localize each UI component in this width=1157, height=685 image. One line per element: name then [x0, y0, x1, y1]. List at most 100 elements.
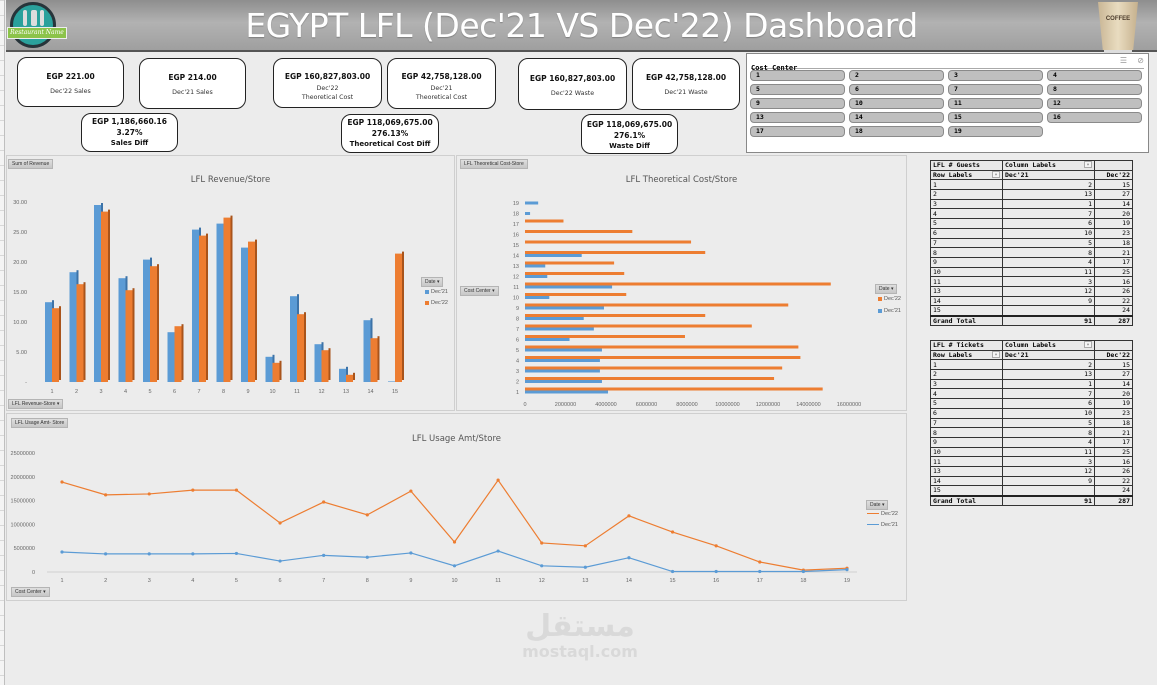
bar-dec21	[94, 205, 101, 382]
slicer-item-18[interactable]: 18	[849, 126, 944, 137]
table-row: 2 13 27	[930, 189, 1133, 200]
bar-dec22	[525, 356, 801, 359]
legend-dec21: Dec'21	[867, 522, 898, 528]
svg-text:13: 13	[343, 389, 349, 395]
lfl-revenue-store-filter-button[interactable]: LFL Revenue-Store ▾	[8, 399, 64, 409]
theoretical-cost-field-button[interactable]: LFL Theoretical Cost-Store	[460, 159, 528, 169]
table-row: 8 8 21	[930, 427, 1133, 438]
kpi-label-line2: Theoretical Cost	[415, 94, 468, 101]
date-legend-button[interactable]: Date ▾	[875, 284, 898, 294]
svg-text:25000000: 25000000	[11, 451, 35, 457]
table-row: 13 12 26	[930, 285, 1133, 297]
bar-dec21	[525, 254, 582, 257]
slicer-item-8[interactable]: 8	[1047, 84, 1142, 95]
slicer-item-19[interactable]: 19	[948, 126, 1043, 137]
kpi-label: Sales Diff	[110, 139, 149, 147]
svg-text:16: 16	[513, 233, 519, 239]
slicer-item-1[interactable]: 1	[750, 70, 845, 81]
filter-dropdown-icon[interactable]: ▾	[1084, 161, 1092, 169]
svg-text:17: 17	[513, 222, 519, 228]
dec21-value: 4	[1002, 256, 1095, 268]
dec22-value: 23	[1094, 407, 1133, 419]
bar-dec22	[525, 272, 625, 275]
slicer-item-9[interactable]: 9	[750, 98, 845, 109]
slicer-item-14[interactable]: 14	[849, 112, 944, 123]
multi-select-icon[interactable]: ☰	[1119, 56, 1128, 65]
table-row: 11 3 16	[930, 456, 1133, 467]
dec21-value: 4	[1002, 436, 1095, 448]
row-label: 4	[930, 388, 1003, 400]
legend-dec21: Dec'21	[878, 308, 901, 314]
slicer-item-6[interactable]: 6	[849, 84, 944, 95]
svg-text:16: 16	[713, 578, 719, 584]
theoretical-cost-chart-panel: LFL Theoretical Cost-Store LFL Theoretic…	[456, 155, 907, 411]
table-row: 7 5 18	[930, 417, 1133, 429]
col-dec21-header: Dec'21	[1002, 349, 1095, 361]
bar-dec22	[174, 326, 182, 382]
kpi-value: EGP 160,827,803.00	[529, 74, 616, 83]
usage-field-button[interactable]: LFL Usage Amt- Store	[11, 418, 69, 428]
column-labels-cell[interactable]: Column Labels ▾	[1002, 340, 1095, 351]
cup-lid	[1104, 50, 1132, 55]
kpi-value: EGP 42,758,128.00	[645, 73, 727, 82]
bar-dec21	[363, 320, 371, 382]
svg-text:13: 13	[513, 264, 519, 270]
clear-filter-icon[interactable]: ⊘	[1137, 56, 1144, 65]
bar-dec21	[525, 380, 602, 383]
pivot-title: LFL # Guests	[930, 160, 1003, 171]
kpi-value: EGP 118,069,675.00	[586, 120, 673, 129]
row-labels-cell[interactable]: Row Labels ▾	[930, 169, 1003, 181]
svg-text:8: 8	[516, 317, 519, 323]
row-labels-cell[interactable]: Row Labels ▾	[930, 349, 1003, 361]
kpi-dec21-sales: EGP 214.00 Dec'21 Sales	[139, 58, 246, 109]
coffee-cup-logo	[1098, 2, 1138, 50]
dec21-value: 3	[1002, 276, 1095, 287]
date-legend-button[interactable]: Date ▾	[866, 500, 889, 510]
knife-icon	[40, 10, 44, 26]
cost-center-axis-button[interactable]: Cost Center ▾	[11, 587, 50, 597]
column-labels-cell[interactable]: Column Labels ▾	[1002, 160, 1095, 171]
dec22-value: 21	[1094, 247, 1133, 258]
slicer-item-17[interactable]: 17	[750, 126, 845, 137]
slicer-item-13[interactable]: 13	[750, 112, 845, 123]
slicer-item-15[interactable]: 15	[948, 112, 1043, 123]
svg-text:10: 10	[513, 296, 519, 302]
mostaql-watermark: مستقل mostaql.com	[505, 612, 655, 662]
filter-dropdown-icon[interactable]: ▾	[992, 171, 1000, 179]
row-label: 11	[930, 276, 1003, 287]
date-legend-button[interactable]: Date ▾	[421, 277, 444, 287]
bar-dec22	[297, 314, 304, 382]
slicer-item-3[interactable]: 3	[948, 70, 1043, 81]
svg-text:-: -	[25, 380, 27, 386]
svg-text:11: 11	[513, 285, 519, 291]
slicer-item-11[interactable]: 11	[948, 98, 1043, 109]
slicer-item-2[interactable]: 2	[849, 70, 944, 81]
bar-dec22	[525, 219, 564, 223]
row-label: 10	[930, 446, 1003, 458]
row-label: 6	[930, 407, 1003, 419]
kpi-label-line1: Dec'21	[430, 85, 453, 92]
filter-dropdown-icon[interactable]: ▾	[992, 351, 1000, 359]
table-row: 9 4 17	[930, 256, 1133, 268]
kpi-waste-diff: EGP 118,069,675.00 276.1% Waste Diff	[581, 114, 678, 154]
bar-dec21	[525, 212, 531, 215]
dec22-value: 20	[1094, 388, 1133, 400]
slicer-item-5[interactable]: 5	[750, 84, 845, 95]
cost-center-axis-button[interactable]: Cost Center ▾	[460, 286, 499, 296]
filter-dropdown-icon[interactable]: ▾	[1084, 341, 1092, 349]
dec22-value: 18	[1094, 237, 1133, 249]
slicer-item-10[interactable]: 10	[849, 98, 944, 109]
slicer-title: Cost Center	[751, 64, 798, 72]
svg-text:20.00: 20.00	[13, 260, 27, 266]
svg-text:5: 5	[148, 389, 151, 395]
kpi-dec21-waste: EGP 42,758,128.00 Dec'21 Waste	[632, 58, 740, 110]
slicer-item-12[interactable]: 12	[1047, 98, 1142, 109]
svg-text:11: 11	[294, 389, 300, 395]
kpi-dec21-theoretical-cost: EGP 42,758,128.00 Dec'21 Theoretical Cos…	[387, 58, 496, 109]
slicer-item-4[interactable]: 4	[1047, 70, 1142, 81]
page-title: EGYPT LFL (Dec'21 VS Dec'22) Dashboard	[245, 6, 918, 45]
sum-of-revenue-field-button[interactable]: Sum of Revenue	[8, 159, 54, 169]
legend-dec22: Dec'22	[867, 511, 898, 517]
slicer-item-16[interactable]: 16	[1047, 112, 1142, 123]
slicer-item-7[interactable]: 7	[948, 84, 1043, 95]
